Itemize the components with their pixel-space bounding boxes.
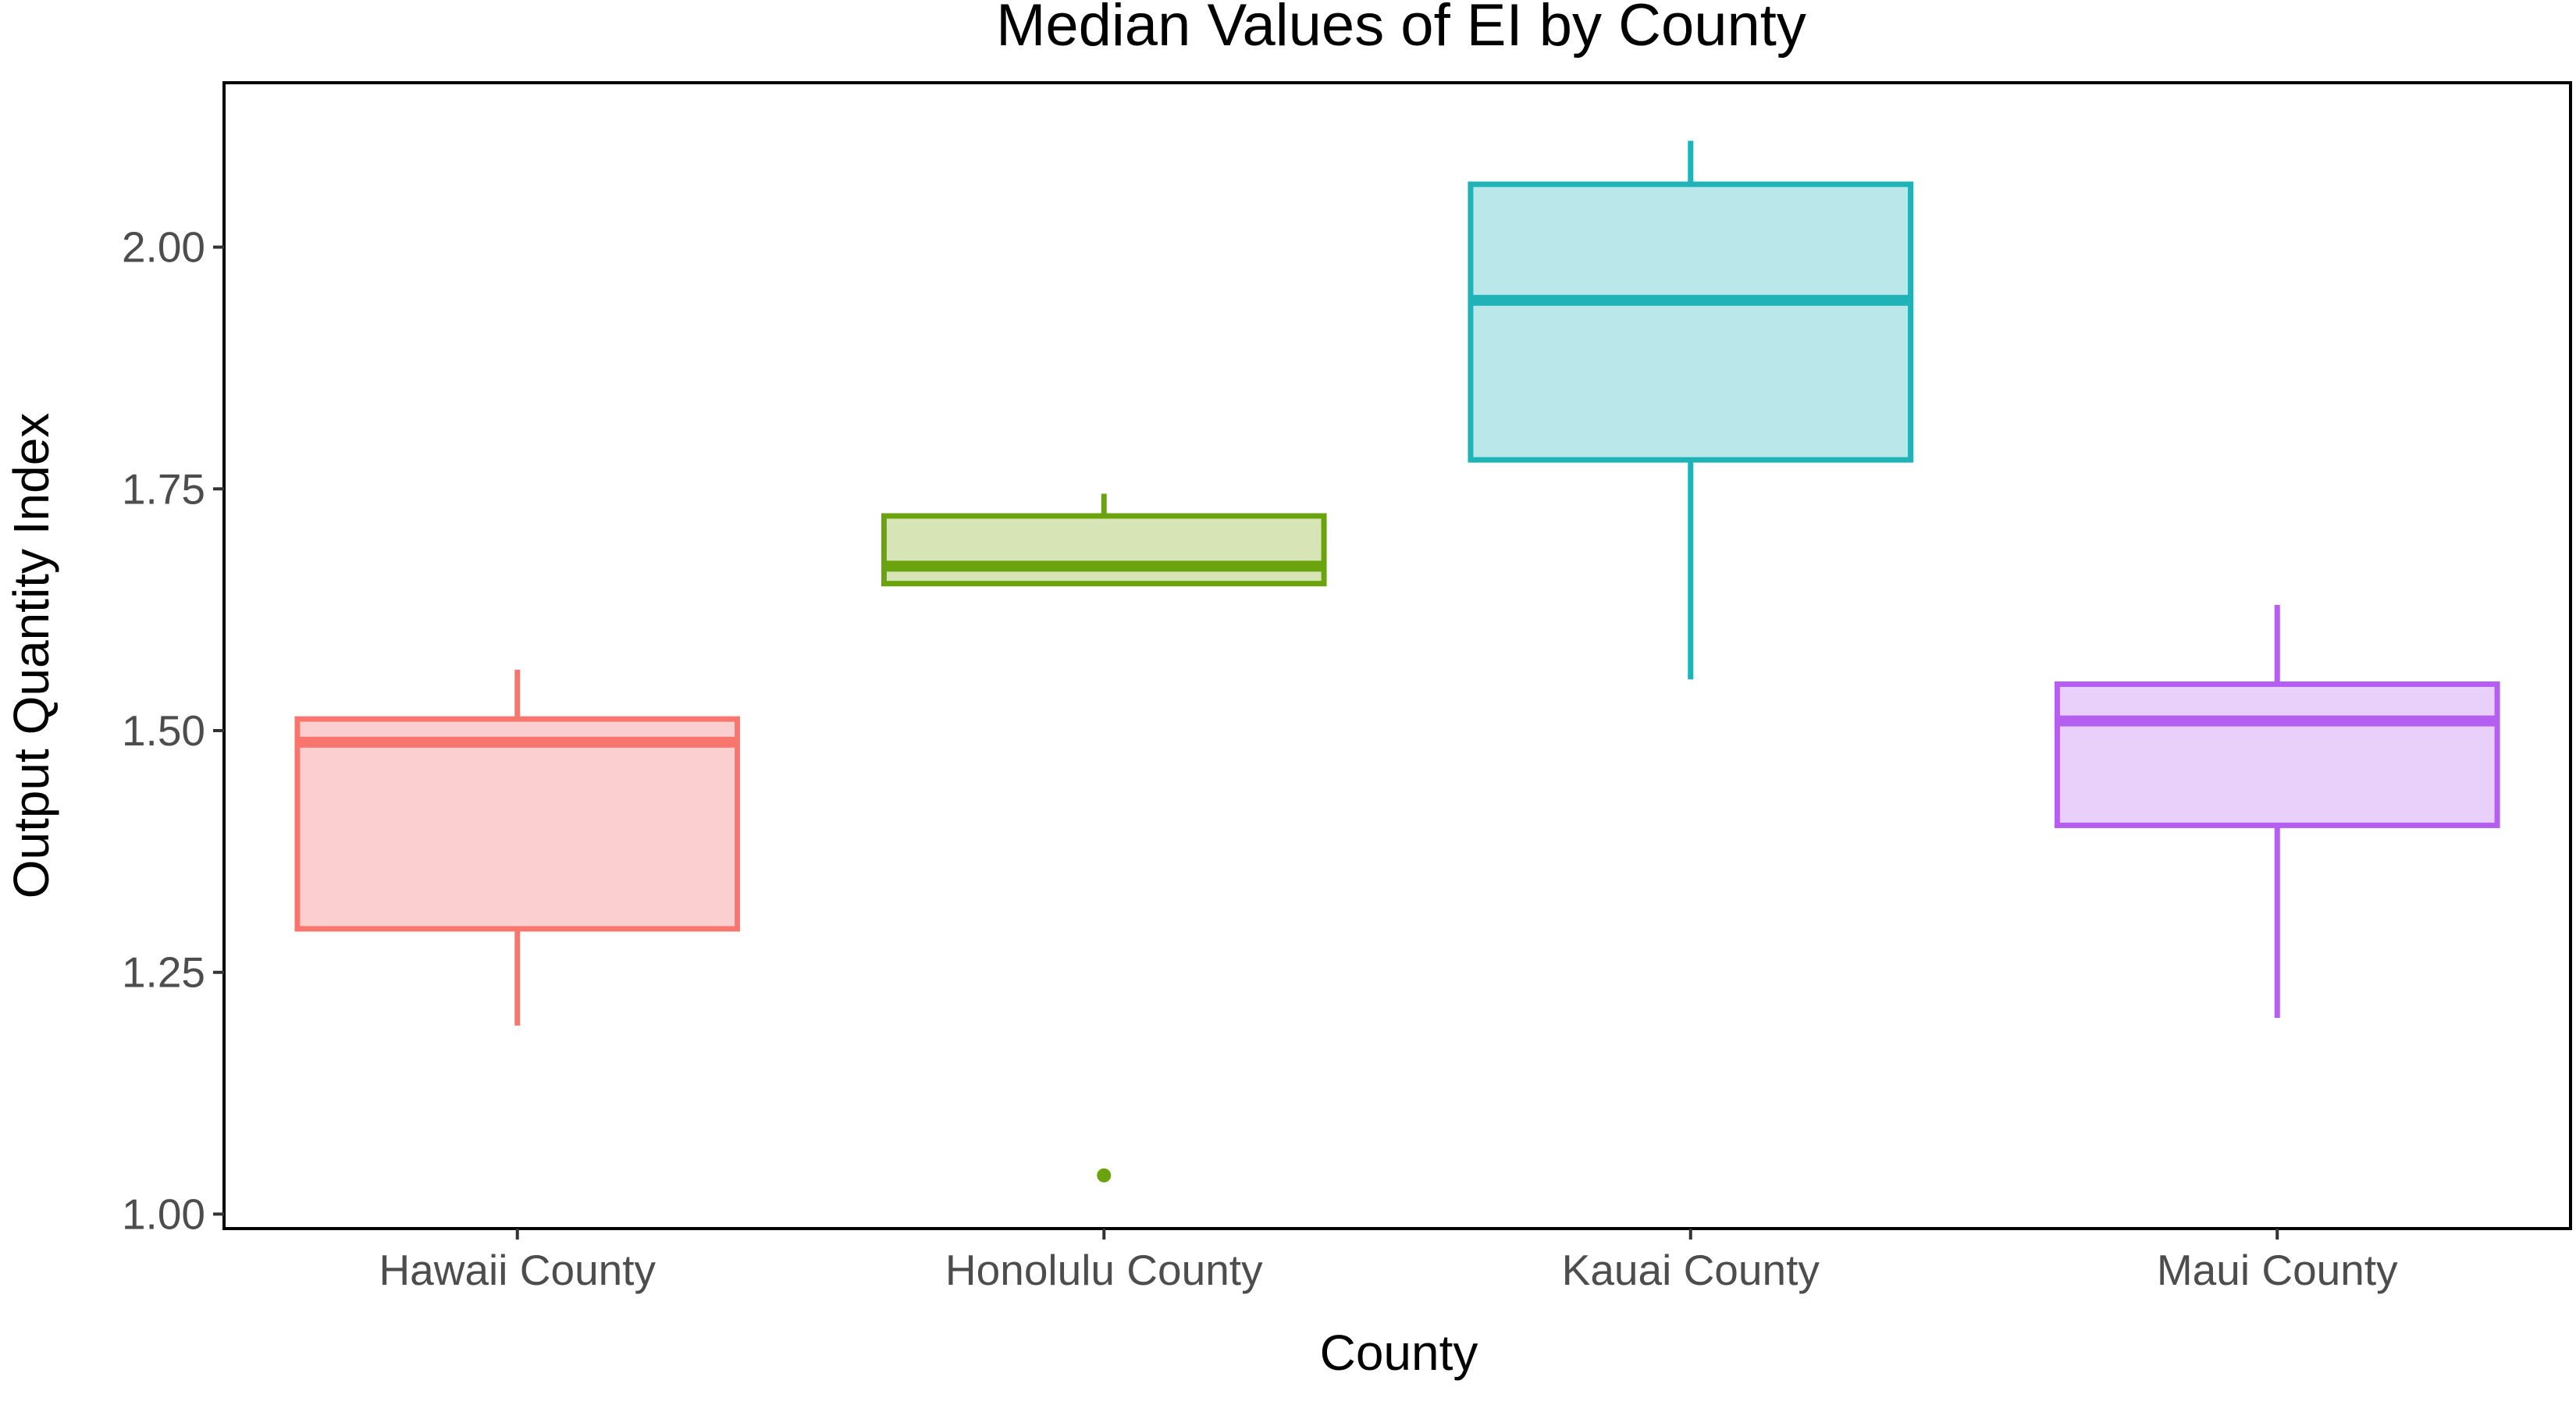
box-honolulu-county — [881, 493, 1327, 1183]
y-tick-label: 1.50 — [122, 706, 205, 755]
y-axis: 1.00 1.25 1.50 1.75 2.00 — [122, 223, 224, 1238]
interquartile-box — [881, 513, 1327, 587]
x-tick-label: Honolulu County — [945, 1246, 1263, 1294]
y-tick-label: 1.00 — [122, 1190, 205, 1238]
plot-panel-border — [222, 81, 2572, 1230]
x-tick-label: Hawaii County — [379, 1246, 656, 1294]
interquartile-box — [294, 716, 741, 932]
box-kauai-county — [1468, 140, 1914, 680]
box-maui-county — [2054, 604, 2500, 1018]
x-axis-title: County — [1320, 1325, 1478, 1381]
x-tick-label: Maui County — [2157, 1246, 2398, 1294]
box-hawaii-county — [294, 669, 741, 1026]
y-tick-label: 2.00 — [122, 223, 205, 272]
x-tick-label: Kauai County — [1562, 1246, 1820, 1294]
chart-title: Median Values of EI by County — [996, 0, 1806, 59]
box-series — [294, 140, 2500, 1183]
x-axis: Hawaii County Honolulu County Kauai County… — [379, 1229, 2398, 1294]
interquartile-box — [1468, 181, 1914, 463]
y-axis-title: Output Quantity Index — [3, 413, 59, 899]
outlier-point — [1097, 1168, 1112, 1183]
y-tick-label: 1.25 — [122, 948, 205, 997]
interquartile-box — [2054, 681, 2500, 828]
y-tick-label: 1.75 — [122, 464, 205, 513]
